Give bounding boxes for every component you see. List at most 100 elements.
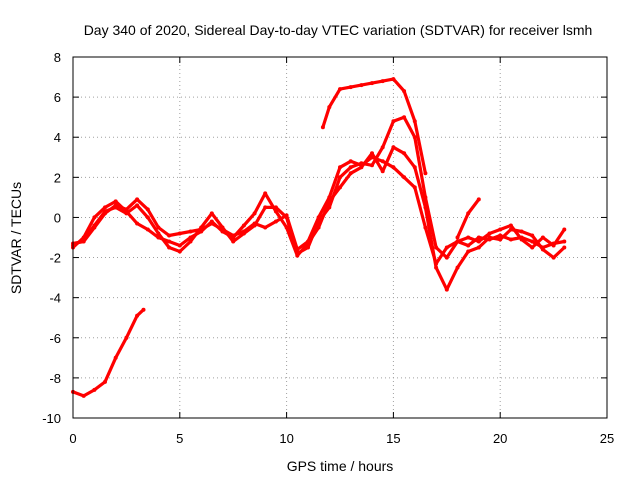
data-point: [348, 159, 353, 164]
data-point: [498, 227, 503, 232]
data-point: [402, 151, 407, 156]
y-tick-label: 2: [54, 170, 61, 185]
data-point: [380, 159, 385, 164]
chart-title: Day 340 of 2020, Sidereal Day-to-day VTE…: [84, 22, 593, 38]
data-point: [167, 239, 172, 244]
data-point: [241, 231, 246, 236]
x-tick-label: 0: [69, 431, 76, 446]
x-ticks: 0 5 10 15 20 25: [69, 57, 614, 446]
data-point: [412, 165, 417, 170]
data-point: [370, 163, 374, 168]
data-point: [241, 223, 246, 228]
data-point: [177, 231, 182, 236]
data-point: [156, 225, 161, 230]
data-point: [348, 171, 353, 176]
data-point: [455, 235, 460, 240]
data-point: [402, 89, 407, 94]
data-point: [391, 145, 396, 150]
data-point: [412, 135, 417, 140]
data-point: [370, 81, 374, 86]
data-point: [103, 209, 107, 214]
data-point: [113, 205, 118, 210]
data-point: [434, 245, 439, 250]
data-point: [380, 145, 385, 150]
data-point: [252, 211, 257, 216]
data-point: [263, 191, 268, 196]
data-point: [141, 307, 146, 312]
data-point: [444, 245, 449, 250]
data-point: [135, 221, 140, 226]
data-point: [498, 237, 503, 242]
data-point: [316, 219, 321, 224]
y-tick-label: 8: [54, 50, 61, 65]
data-point: [145, 215, 150, 220]
data-point: [402, 175, 407, 180]
data-point: [177, 249, 182, 254]
y-tick-label: -8: [49, 371, 61, 386]
data-point: [338, 165, 342, 170]
y-tick-label: 6: [54, 90, 61, 105]
data-point: [145, 207, 150, 212]
data-point: [306, 245, 310, 250]
data-point: [327, 205, 332, 210]
y-tick-label: -6: [49, 331, 61, 346]
data-point: [92, 215, 97, 220]
y-tick-label: -10: [42, 411, 61, 426]
data-point: [412, 119, 417, 124]
x-tick-label: 15: [386, 431, 400, 446]
data-point: [348, 165, 353, 170]
data-point: [380, 169, 385, 174]
data-point: [487, 235, 492, 240]
data-point: [530, 245, 535, 250]
y-ticks: -10 -8 -6 -4 -2 0 2 4 6 8: [42, 50, 607, 426]
data-point: [145, 227, 150, 232]
data-point: [295, 251, 300, 256]
data-point: [359, 165, 364, 170]
data-point: [402, 115, 407, 120]
data-point: [92, 387, 97, 392]
data-point: [113, 199, 118, 204]
grid: [73, 57, 607, 418]
data-point: [188, 239, 193, 244]
x-tick-label: 5: [176, 431, 183, 446]
data-point: [359, 161, 364, 166]
data-point: [391, 165, 396, 170]
x-tick-label: 20: [493, 431, 507, 446]
data-point: [273, 205, 278, 210]
data-point: [209, 211, 214, 216]
data-point: [423, 195, 428, 200]
data-point: [423, 225, 428, 230]
y-tick-label: -4: [49, 291, 61, 306]
y-tick-label: -2: [49, 251, 61, 266]
data-point: [263, 225, 268, 230]
data-point: [124, 211, 129, 216]
data-point: [156, 231, 161, 236]
data-point: [92, 223, 97, 228]
data-point: [508, 223, 513, 228]
data-point: [380, 79, 385, 84]
data-point: [370, 151, 374, 156]
data-point: [476, 235, 481, 240]
data-point: [476, 239, 481, 244]
data-point: [177, 243, 182, 248]
data-point: [209, 219, 214, 224]
data-point: [466, 249, 471, 254]
y-tick-label: 4: [54, 130, 61, 145]
data-point: [423, 171, 428, 176]
data-point: [359, 83, 364, 88]
data-point: [455, 239, 460, 244]
data-point: [530, 233, 535, 238]
data-point: [103, 379, 107, 384]
data-point: [540, 235, 545, 240]
data-point: [113, 355, 118, 360]
data-point: [273, 219, 278, 224]
data-point: [519, 229, 524, 234]
data-point: [320, 125, 325, 130]
data-point: [551, 243, 556, 248]
data-point: [530, 239, 535, 244]
data-point: [444, 287, 449, 292]
data-point: [551, 255, 556, 260]
data-point: [348, 85, 353, 90]
data-point: [562, 245, 567, 250]
